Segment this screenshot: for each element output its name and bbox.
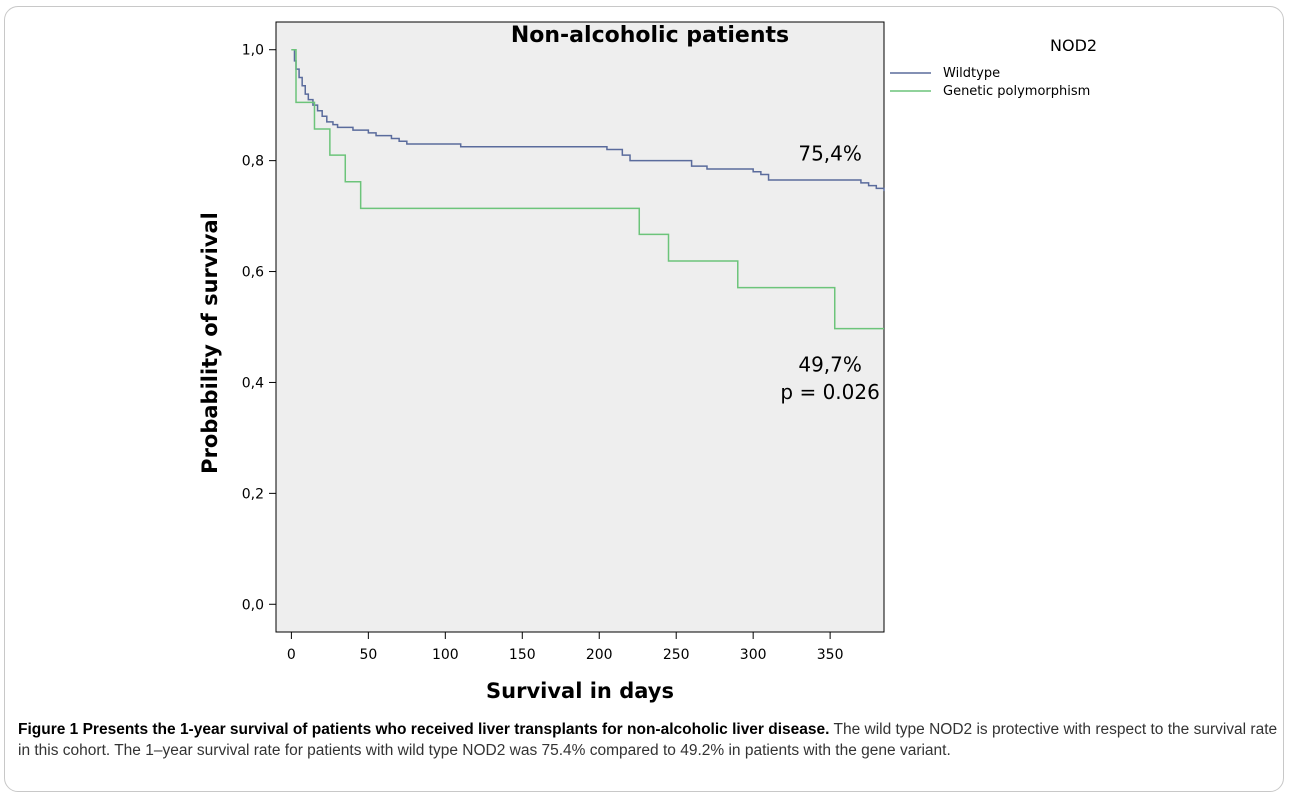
- x-tick-label: 150: [509, 647, 536, 663]
- survival-chart: 0 50 100 150 200 250 300 3500,00,20,40,60,81,0 …: [198, 21, 1097, 703]
- x-tick-label: 200: [586, 647, 613, 663]
- legend: NOD2 Wildtype Genetic polymorphism: [890, 36, 1097, 99]
- y-axis-label: Probability of survival: [198, 212, 222, 474]
- wildtype-curve: [291, 48, 885, 192]
- annotation-polymorphism-rate: 49,7%: [798, 352, 862, 376]
- legend-label-polymorphism: Genetic polymorphism: [943, 84, 1090, 99]
- annotation-p-value: p = 0.026: [780, 380, 879, 404]
- y-tick-label: 0,4: [242, 375, 264, 391]
- y-tick-label: 0,0: [242, 597, 264, 613]
- x-tick-label: 250: [663, 647, 690, 663]
- plot-background: [275, 21, 885, 633]
- polymorphism-curve: [291, 48, 884, 330]
- caption-text: The wild type NOD2 is protective with re…: [18, 721, 1278, 759]
- legend-title: NOD2: [1050, 36, 1097, 55]
- figure-caption: Figure 1 Presents the 1-year survival of…: [18, 719, 1280, 761]
- figure-frame: [4, 6, 1284, 792]
- legend-label-wildtype: Wildtype: [943, 66, 1000, 81]
- y-tick-label: 0,8: [242, 154, 264, 170]
- chart-title: Non-alcoholic patients: [511, 23, 789, 48]
- x-axis-label: Survival in days: [486, 679, 674, 703]
- x-tick-label: 100: [432, 647, 459, 663]
- x-tick-label: 0: [287, 647, 296, 663]
- x-tick-label: 50: [359, 647, 377, 663]
- y-tick-label: 0,6: [242, 265, 264, 281]
- y-tick-label: 1,0: [242, 43, 264, 59]
- annotation-wildtype-rate: 75,4%: [798, 142, 862, 166]
- caption-title: Figure 1 Presents the 1-year survival of…: [18, 721, 830, 738]
- x-tick-label: 350: [817, 647, 844, 663]
- y-tick-label: 0,2: [242, 486, 264, 502]
- x-tick-label: 300: [740, 647, 767, 663]
